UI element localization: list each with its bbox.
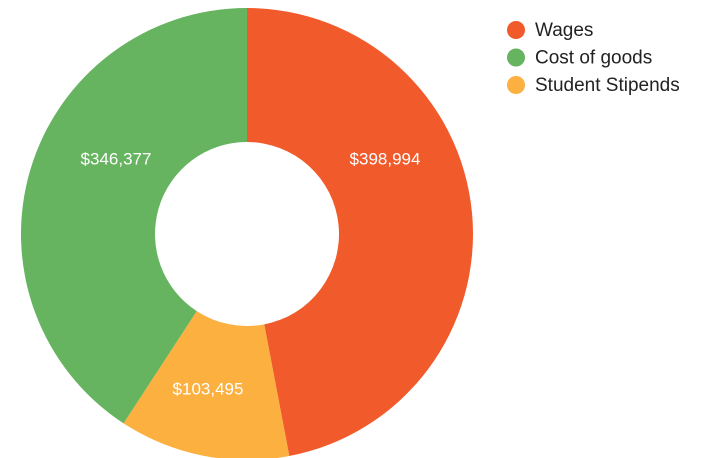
donut-slice (247, 8, 473, 457)
value-label: $103,495 (173, 379, 244, 398)
legend-marker (507, 76, 525, 94)
donut-slice (123, 311, 290, 458)
value-label: $398,994 (350, 149, 421, 168)
legend-marker (507, 21, 525, 39)
legend-marker (507, 48, 525, 67)
legend-label: Cost of goods (535, 48, 652, 69)
value-label: $346,377 (81, 149, 152, 168)
legend-label: Student Stipends (535, 75, 680, 96)
donut-slice (20, 8, 247, 424)
legend-label: Wages (535, 20, 593, 41)
